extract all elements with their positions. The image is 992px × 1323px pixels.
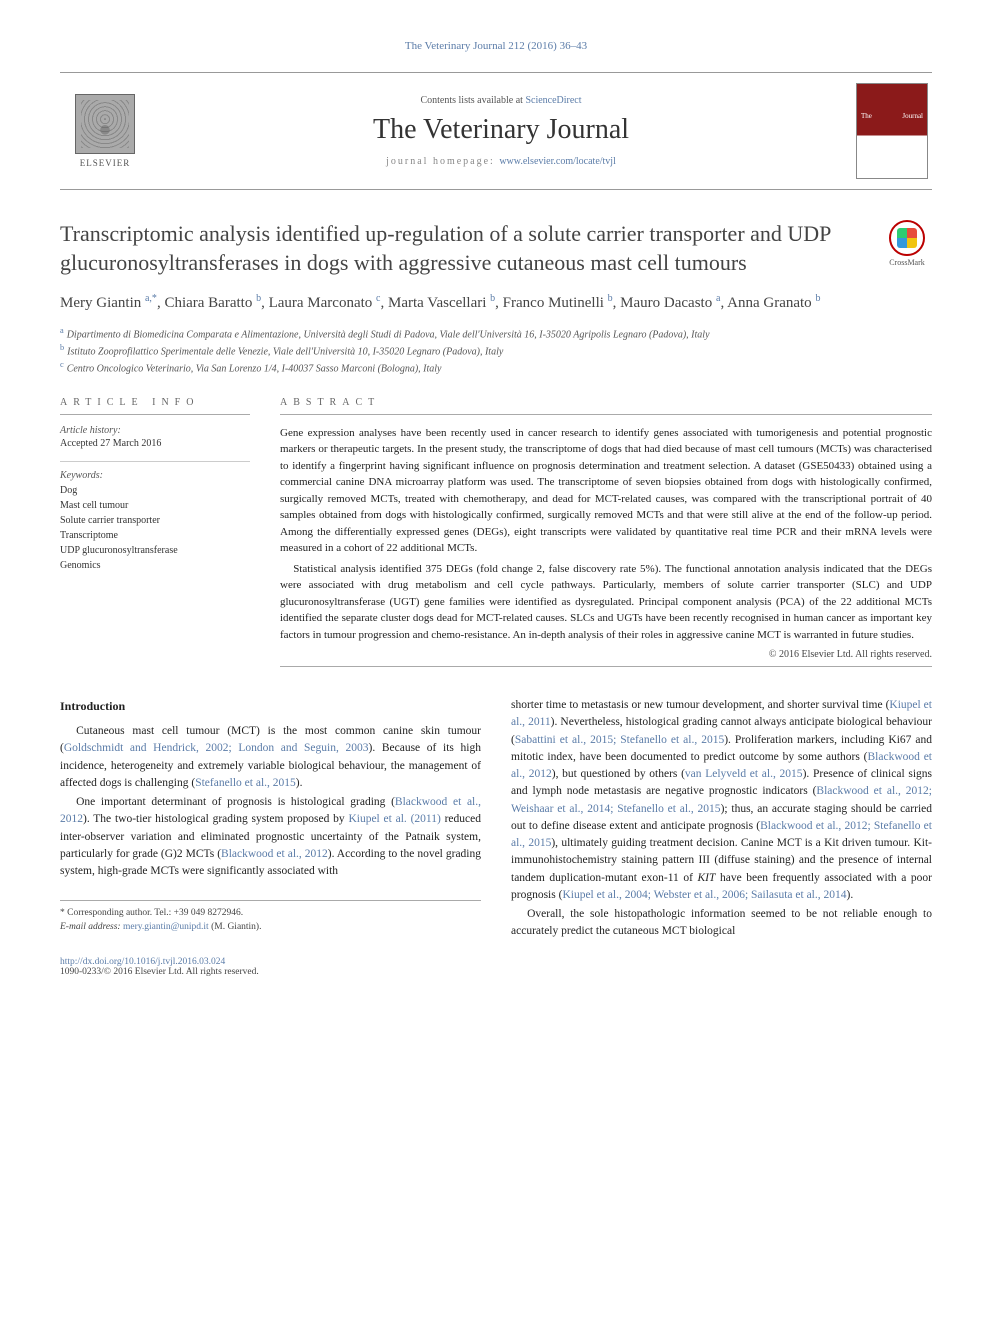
publisher-logo: ELSEVIER — [60, 86, 150, 176]
keyword: Genomics — [60, 558, 250, 573]
journal-name: The Veterinary Journal — [150, 114, 852, 146]
keyword: Mast cell tumour — [60, 498, 250, 513]
running-header: The Veterinary Journal 212 (2016) 36–43 — [60, 40, 932, 52]
homepage-prefix: journal homepage: — [386, 156, 499, 167]
contents-line: Contents lists available at ScienceDirec… — [150, 95, 852, 106]
article-title: Transcriptomic analysis identified up-re… — [60, 220, 862, 277]
author: Anna Granato b — [727, 295, 820, 311]
crossmark-icon — [889, 220, 925, 256]
citation-link[interactable]: Blackwood et al., 2012 — [221, 848, 328, 860]
footnotes: * Corresponding author. Tel.: +39 049 82… — [60, 900, 481, 934]
homepage-line: journal homepage: www.elsevier.com/locat… — [150, 156, 852, 167]
affiliation: aDipartimento di Biomedicina Comparata e… — [60, 325, 932, 342]
abstract-box: ABSTRACT Gene expression analyses have b… — [280, 397, 932, 668]
citation-link[interactable]: Stefanello et al., 2015 — [195, 777, 296, 789]
citation-link[interactable]: van Lelyveld et al., 2015 — [685, 768, 803, 780]
citation-link[interactable]: Kiupel et al. (2011) — [348, 813, 440, 825]
email-line: E-mail address: mery.giantin@unipd.it (M… — [60, 921, 481, 934]
keywords-list: Dog Mast cell tumour Solute carrier tran… — [60, 483, 250, 573]
body-paragraph: Overall, the sole histopathologic inform… — [511, 906, 932, 941]
abstract-paragraph: Statistical analysis identified 375 DEGs… — [280, 561, 932, 644]
article-info-box: ARTICLE INFO Article history: Accepted 2… — [60, 397, 250, 668]
affiliation: cCentro Oncologico Veterinario, Via San … — [60, 359, 932, 376]
email-link[interactable]: mery.giantin@unipd.it — [123, 922, 209, 932]
citation-link[interactable]: Goldschmidt and Hendrick, 2002; London a… — [64, 742, 369, 754]
author: Mery Giantin a,* — [60, 295, 157, 311]
cover-thumbnail: The Journal — [852, 81, 932, 181]
author: Laura Marconato c — [269, 295, 381, 311]
body-paragraph: One important determinant of prognosis i… — [60, 794, 481, 880]
article-body: Introduction Cutaneous mast cell tumour … — [60, 697, 932, 941]
sciencedirect-link[interactable]: ScienceDirect — [525, 95, 581, 106]
keywords-head: Keywords: — [60, 470, 250, 481]
abstract-label: ABSTRACT — [280, 397, 932, 415]
crossmark-widget[interactable]: CrossMark — [882, 220, 932, 267]
author: Marta Vascellari b — [388, 295, 495, 311]
author: Franco Mutinelli b — [503, 295, 613, 311]
keyword: Solute carrier transporter — [60, 513, 250, 528]
body-paragraph: shorter time to metastasis or new tumour… — [511, 697, 932, 904]
section-heading-introduction: Introduction — [60, 697, 481, 715]
cover-word-the: The — [861, 112, 872, 120]
elsevier-label: ELSEVIER — [80, 158, 131, 168]
author: Mauro Dacasto a — [620, 295, 720, 311]
contents-prefix: Contents lists available at — [420, 95, 525, 106]
affiliation: bIstituto Zooprofilattico Sperimentale d… — [60, 342, 932, 359]
keyword: Transcriptome — [60, 528, 250, 543]
journal-masthead: ELSEVIER Contents lists available at Sci… — [60, 72, 932, 190]
authors-line: Mery Giantin a,*, Chiara Baratto b, Laur… — [60, 291, 932, 315]
citation-link[interactable]: Kiupel et al., 2004; Webster et al., 200… — [562, 889, 846, 901]
cover-word-journal: Journal — [902, 112, 923, 120]
keyword: Dog — [60, 483, 250, 498]
issn-copyright: 1090-0233/© 2016 Elsevier Ltd. All right… — [60, 967, 932, 977]
doi-link[interactable]: http://dx.doi.org/10.1016/j.tvjl.2016.03… — [60, 957, 225, 967]
page-footer: http://dx.doi.org/10.1016/j.tvjl.2016.03… — [60, 957, 932, 977]
abstract-copyright: © 2016 Elsevier Ltd. All rights reserved… — [280, 649, 932, 660]
body-paragraph: Cutaneous mast cell tumour (MCT) is the … — [60, 723, 481, 792]
article-info-label: ARTICLE INFO — [60, 397, 250, 415]
author: Chiara Baratto b — [164, 295, 261, 311]
affiliations: aDipartimento di Biomedicina Comparata e… — [60, 325, 932, 377]
history-text: Accepted 27 March 2016 — [60, 438, 250, 449]
keyword: UDP glucuronosyltransferase — [60, 543, 250, 558]
history-head: Article history: — [60, 425, 250, 436]
homepage-link[interactable]: www.elsevier.com/locate/tvjl — [499, 156, 616, 167]
citation-link[interactable]: Sabattini et al., 2015; Stefanello et al… — [515, 734, 724, 746]
abstract-paragraph: Gene expression analyses have been recen… — [280, 425, 932, 557]
corresponding-author: * Corresponding author. Tel.: +39 049 82… — [60, 907, 481, 920]
crossmark-label: CrossMark — [889, 258, 925, 267]
elsevier-tree-icon — [75, 94, 135, 154]
